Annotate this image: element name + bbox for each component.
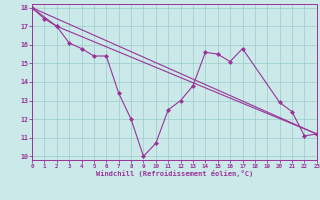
X-axis label: Windchill (Refroidissement éolien,°C): Windchill (Refroidissement éolien,°C) <box>96 170 253 177</box>
